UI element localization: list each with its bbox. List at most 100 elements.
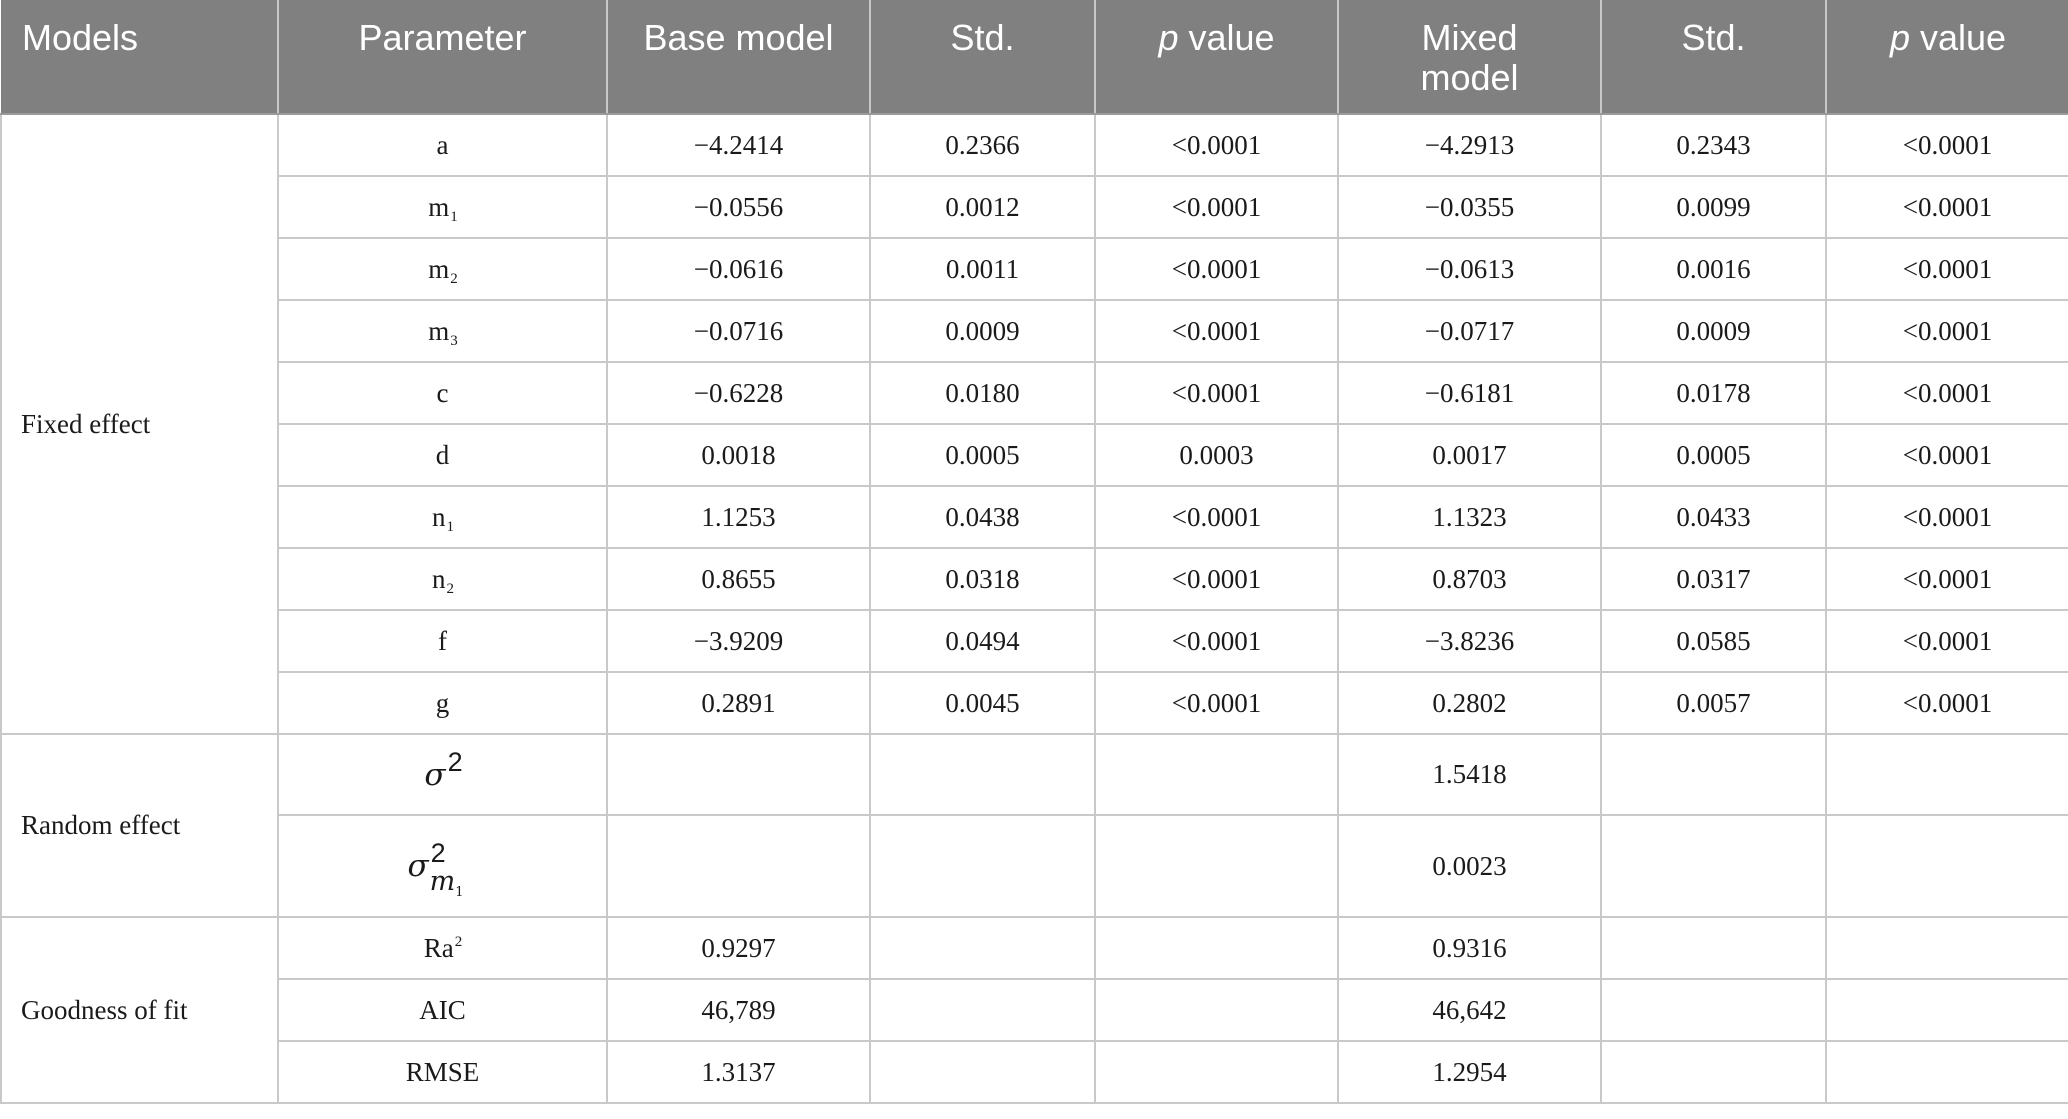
param-cell: g — [277, 671, 608, 735]
header-mixed-model: Mixed model — [1337, 0, 1601, 115]
param-name: n — [432, 501, 446, 532]
p-base-cell: <0.0001 — [1094, 113, 1339, 177]
base-value-cell: 0.0018 — [606, 423, 871, 487]
base-value-cell: −4.2414 — [606, 113, 871, 177]
table-row: m2 −0.0616 0.0011 <0.0001 −0.0613 0.0016… — [1, 237, 2068, 301]
param-subscript: 1 — [446, 518, 455, 535]
p-base-cell — [1094, 1040, 1339, 1104]
param-cell: a — [277, 113, 608, 177]
group-label-fixed-effect: Fixed effect — [0, 113, 279, 735]
table-row: g 0.2891 0.0045 <0.0001 0.2802 0.0057 <0… — [1, 671, 2068, 735]
param-name: m — [428, 253, 450, 284]
p-base-cell — [1094, 978, 1339, 1042]
param-name: n — [432, 563, 446, 594]
std-mixed-cell — [1600, 733, 1827, 816]
p-base-cell: <0.0001 — [1094, 361, 1339, 425]
std-mixed-cell — [1600, 916, 1827, 980]
base-value-cell — [606, 814, 871, 918]
param-name: a — [436, 129, 449, 160]
table-row: n1 1.1253 0.0438 <0.0001 1.1323 0.0433 <… — [1, 485, 2068, 549]
header-value-word: value — [1178, 17, 1275, 58]
mixed-value-cell: 0.9316 — [1337, 916, 1602, 980]
param-name: g — [435, 687, 450, 718]
sigma-subscript-index: 1 — [455, 885, 464, 900]
std-base-cell — [869, 916, 1096, 980]
p-mixed-cell: <0.0001 — [1825, 113, 2068, 177]
param-name: f — [438, 625, 447, 656]
param-cell: m1 — [277, 175, 608, 239]
table-row: σ2m1 0.0023 — [1, 814, 2068, 918]
std-mixed-cell: 0.0585 — [1600, 609, 1827, 673]
p-mixed-cell: <0.0001 — [1825, 671, 2068, 735]
std-base-cell: 0.0438 — [869, 485, 1096, 549]
std-base-cell — [869, 1040, 1096, 1104]
p-base-cell: <0.0001 — [1094, 237, 1339, 301]
mixed-value-cell: 46,642 — [1337, 978, 1602, 1042]
base-value-cell: 1.3137 — [606, 1040, 871, 1104]
param-subscript: 2 — [450, 270, 458, 287]
base-value-cell: 46,789 — [606, 978, 871, 1042]
header-p-letter: p — [1158, 17, 1179, 58]
base-value-cell: −0.0716 — [606, 299, 871, 363]
table-row: RMSE 1.3137 1.2954 — [1, 1040, 2068, 1104]
param-cell: n1 — [277, 485, 608, 549]
p-base-cell: <0.0001 — [1094, 547, 1339, 611]
p-mixed-cell: <0.0001 — [1825, 299, 2068, 363]
table-row: c −0.6228 0.0180 <0.0001 −0.6181 0.0178 … — [1, 361, 2068, 425]
std-base-cell: 0.0180 — [869, 361, 1096, 425]
std-mixed-cell: 0.0005 — [1600, 423, 1827, 487]
std-base-cell: 0.0318 — [869, 547, 1096, 611]
std-mixed-cell: 0.0009 — [1600, 299, 1827, 363]
p-mixed-cell: <0.0001 — [1825, 547, 2068, 611]
p-base-cell — [1094, 733, 1339, 816]
std-mixed-cell — [1600, 1040, 1827, 1104]
p-mixed-cell: <0.0001 — [1825, 237, 2068, 301]
param-name: c — [436, 377, 449, 408]
param-cell: m2 — [277, 237, 608, 301]
param-cell: d — [277, 423, 608, 487]
p-base-cell — [1094, 916, 1339, 980]
std-mixed-cell — [1600, 814, 1827, 918]
p-base-cell: <0.0001 — [1094, 175, 1339, 239]
param-name: RMSE — [405, 1056, 480, 1087]
base-value-cell: −0.0616 — [606, 237, 871, 301]
p-base-cell: <0.0001 — [1094, 299, 1339, 363]
header-p-value-base: p value — [1094, 0, 1338, 115]
mixed-value-cell: 1.2954 — [1337, 1040, 1602, 1104]
header-p-value-mixed: p value — [1825, 0, 2068, 115]
table-header-row: Models Parameter Base model Std. p value… — [1, 0, 2068, 115]
table-row: f −3.9209 0.0494 <0.0001 −3.8236 0.0585 … — [1, 609, 2068, 673]
std-mixed-cell: 0.0317 — [1600, 547, 1827, 611]
param-subscript: 3 — [450, 332, 458, 349]
std-mixed-cell: 0.0099 — [1600, 175, 1827, 239]
sigma-symbol: σ — [407, 848, 429, 884]
mixed-value-cell: 1.5418 — [1337, 733, 1602, 816]
table-row: AIC 46,789 46,642 — [1, 978, 2068, 1042]
p-mixed-cell: <0.0001 — [1825, 175, 2068, 239]
std-mixed-cell: 0.0057 — [1600, 671, 1827, 735]
param-cell: σ2 — [277, 733, 608, 816]
std-base-cell — [869, 733, 1096, 816]
base-value-cell: −3.9209 — [606, 609, 871, 673]
std-base-cell: 0.0011 — [869, 237, 1096, 301]
p-base-cell — [1094, 814, 1339, 918]
param-name: d — [435, 439, 450, 470]
std-mixed-cell: 0.0016 — [1600, 237, 1827, 301]
std-mixed-cell — [1600, 978, 1827, 1042]
p-mixed-cell: <0.0001 — [1825, 361, 2068, 425]
std-base-cell — [869, 814, 1096, 918]
table-row: d 0.0018 0.0005 0.0003 0.0017 0.0005 <0.… — [1, 423, 2068, 487]
base-value-cell — [606, 733, 871, 816]
sigma-subscript-m: m — [429, 866, 456, 897]
p-mixed-cell — [1825, 978, 2068, 1042]
p-mixed-cell — [1825, 814, 2068, 918]
mixed-value-cell: −3.8236 — [1337, 609, 1602, 673]
param-name: Ra — [423, 932, 454, 963]
p-mixed-cell: <0.0001 — [1825, 485, 2068, 549]
base-value-cell: 1.1253 — [606, 485, 871, 549]
std-mixed-cell: 0.0178 — [1600, 361, 1827, 425]
table-row: m3 −0.0716 0.0009 <0.0001 −0.0717 0.0009… — [1, 299, 2068, 363]
param-name: m — [428, 191, 450, 222]
